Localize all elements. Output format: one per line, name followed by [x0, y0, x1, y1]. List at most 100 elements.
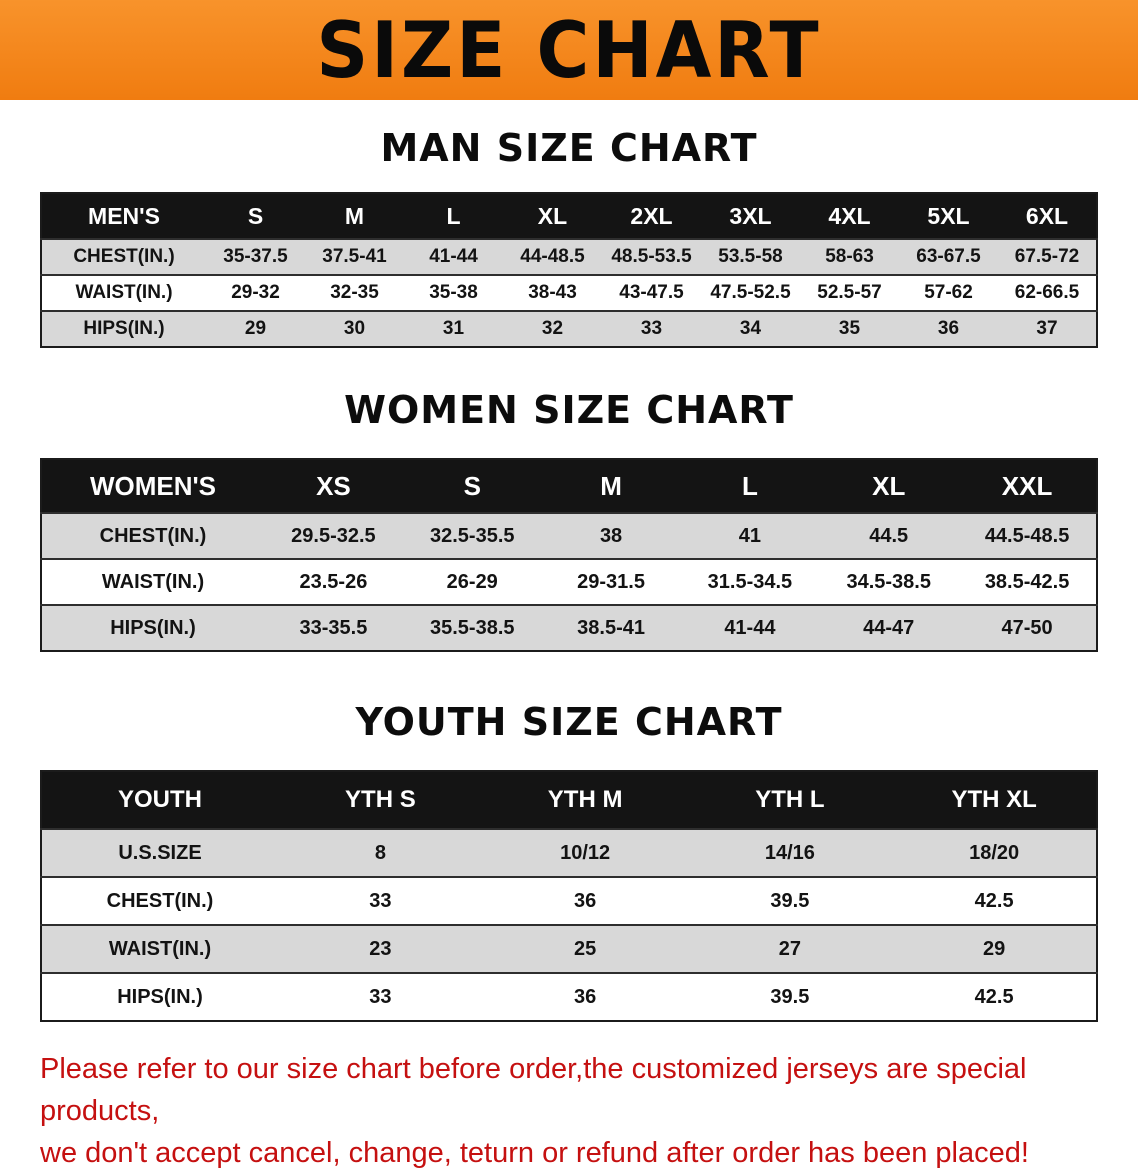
size-value-cell: 38.5-42.5 [958, 558, 1097, 605]
man-size-chart-section: MAN SIZE CHART MEN'S S M L XL 2XL 3XL 4XL 5XL 6XL… [0, 100, 1138, 348]
row-label: WAIST(IN.) [41, 924, 278, 973]
size-value-cell: 63-67.5 [899, 238, 998, 275]
column-header: L [404, 193, 503, 239]
size-value-cell: 33 [278, 876, 483, 925]
table-header-row: MEN'S S M L XL 2XL 3XL 4XL 5XL 6XL [41, 193, 1097, 239]
man-section-heading: MAN SIZE CHART [380, 126, 758, 170]
column-header: XS [264, 459, 403, 513]
table-row: CHEST(IN.) 29.5-32.5 32.5-35.5 38 41 44.5 44.5… [41, 512, 1097, 559]
column-header: YTH L [687, 771, 893, 829]
column-header: YTH M [482, 771, 688, 829]
size-value-cell: 26-29 [402, 558, 542, 605]
size-value-cell: 42.5 [892, 876, 1097, 925]
size-value-cell: 33 [602, 310, 701, 347]
column-header: 2XL [602, 193, 701, 239]
size-value-cell: 34.5-38.5 [819, 558, 959, 605]
size-value-cell: 37 [998, 310, 1097, 347]
size-value-cell: 44-47 [819, 604, 959, 651]
size-value-cell: 29-32 [206, 274, 305, 311]
column-header: 6XL [998, 193, 1097, 239]
column-header: M [305, 193, 404, 239]
column-header: 4XL [800, 193, 899, 239]
table-row: HIPS(IN.) 33-35.5 35.5-38.5 38.5-41 41-44 44-… [41, 604, 1097, 651]
size-value-cell: 67.5-72 [998, 238, 1097, 275]
size-value-cell: 38-43 [503, 274, 602, 311]
column-header: XXL [958, 459, 1097, 513]
size-value-cell: 58-63 [800, 238, 899, 275]
size-value-cell: 36 [482, 972, 688, 1021]
size-value-cell: 32.5-35.5 [402, 512, 542, 559]
size-value-cell: 8 [278, 828, 483, 877]
size-value-cell: 36 [899, 310, 998, 347]
table-corner-label: MEN'S [41, 193, 206, 239]
row-label: HIPS(IN.) [41, 604, 264, 651]
size-value-cell: 29 [892, 924, 1097, 973]
column-header: L [680, 459, 820, 513]
table-row: HIPS(IN.) 29 30 31 32 33 34 35 36 37 [41, 310, 1097, 347]
size-value-cell: 38.5-41 [541, 604, 681, 651]
youth-size-table: YOUTH YTH S YTH M YTH L YTH XL U.S.SIZE 8 10/12… [40, 770, 1098, 1022]
women-size-table: WOMEN'S XS S M L XL XXL CHEST(IN.) 29.5-32.5 32.5… [40, 458, 1098, 652]
column-header: 5XL [899, 193, 998, 239]
table-header-row: YOUTH YTH S YTH M YTH L YTH XL [41, 771, 1097, 829]
size-value-cell: 48.5-53.5 [602, 238, 701, 275]
table-corner-label: WOMEN'S [41, 459, 264, 513]
size-value-cell: 43-47.5 [602, 274, 701, 311]
size-value-cell: 35-37.5 [206, 238, 305, 275]
size-value-cell: 14/16 [687, 828, 893, 877]
size-value-cell: 30 [305, 310, 404, 347]
youth-section-heading: YOUTH SIZE CHART [355, 700, 783, 744]
size-value-cell: 47-50 [958, 604, 1097, 651]
column-header: S [402, 459, 542, 513]
row-label: CHEST(IN.) [41, 512, 264, 559]
size-value-cell: 44-48.5 [503, 238, 602, 275]
women-section-heading: WOMEN SIZE CHART [344, 388, 794, 432]
size-chart-banner: SIZE CHART [0, 0, 1138, 100]
women-size-chart-section: WOMEN SIZE CHART WOMEN'S XS S M L XL XXL CHEST(… [0, 348, 1138, 652]
column-header: YTH S [278, 771, 483, 829]
size-value-cell: 42.5 [892, 972, 1097, 1021]
table-row: WAIST(IN.) 29-32 32-35 35-38 38-43 43-47.5 47.… [41, 274, 1097, 311]
size-value-cell: 35-38 [404, 274, 503, 311]
size-value-cell: 31 [404, 310, 503, 347]
table-corner-label: YOUTH [41, 771, 278, 829]
row-label: HIPS(IN.) [41, 972, 278, 1021]
row-label: CHEST(IN.) [41, 238, 206, 275]
table-row: U.S.SIZE 8 10/12 14/16 18/20 [41, 828, 1097, 877]
column-header: M [541, 459, 681, 513]
table-row: HIPS(IN.) 33 36 39.5 42.5 [41, 972, 1097, 1021]
size-value-cell: 23.5-26 [264, 558, 403, 605]
column-header: YTH XL [892, 771, 1097, 829]
table-row: CHEST(IN.) 33 36 39.5 42.5 [41, 876, 1097, 925]
size-value-cell: 52.5-57 [800, 274, 899, 311]
column-header: 3XL [701, 193, 800, 239]
size-value-cell: 41-44 [680, 604, 820, 651]
table-row: WAIST(IN.) 23 25 27 29 [41, 924, 1097, 973]
size-value-cell: 32-35 [305, 274, 404, 311]
size-value-cell: 25 [482, 924, 688, 973]
size-value-cell: 62-66.5 [998, 274, 1097, 311]
size-value-cell: 33-35.5 [264, 604, 403, 651]
size-value-cell: 33 [278, 972, 483, 1021]
note-line: Please refer to our size chart before or… [40, 1053, 1027, 1128]
size-value-cell: 27 [687, 924, 893, 973]
size-value-cell: 53.5-58 [701, 238, 800, 275]
size-value-cell: 39.5 [687, 972, 893, 1021]
man-size-table: MEN'S S M L XL 2XL 3XL 4XL 5XL 6XL CHEST(IN.) 35-37… [40, 192, 1098, 348]
size-value-cell: 10/12 [482, 828, 688, 877]
size-value-cell: 35 [800, 310, 899, 347]
size-value-cell: 36 [482, 876, 688, 925]
column-header: S [206, 193, 305, 239]
size-value-cell: 23 [278, 924, 483, 973]
row-label: CHEST(IN.) [41, 876, 278, 925]
table-row: CHEST(IN.) 35-37.5 37.5-41 41-44 44-48.5 48.5… [41, 238, 1097, 275]
size-value-cell: 39.5 [687, 876, 893, 925]
size-value-cell: 37.5-41 [305, 238, 404, 275]
table-row: WAIST(IN.) 23.5-26 26-29 29-31.5 31.5-34.5 34… [41, 558, 1097, 605]
size-value-cell: 29.5-32.5 [264, 512, 403, 559]
size-value-cell: 34 [701, 310, 800, 347]
note-line: we don't accept cancel, change, teturn o… [40, 1137, 1029, 1170]
size-value-cell: 29-31.5 [541, 558, 681, 605]
banner-title: SIZE CHART [316, 4, 822, 96]
size-value-cell: 41 [680, 512, 820, 559]
